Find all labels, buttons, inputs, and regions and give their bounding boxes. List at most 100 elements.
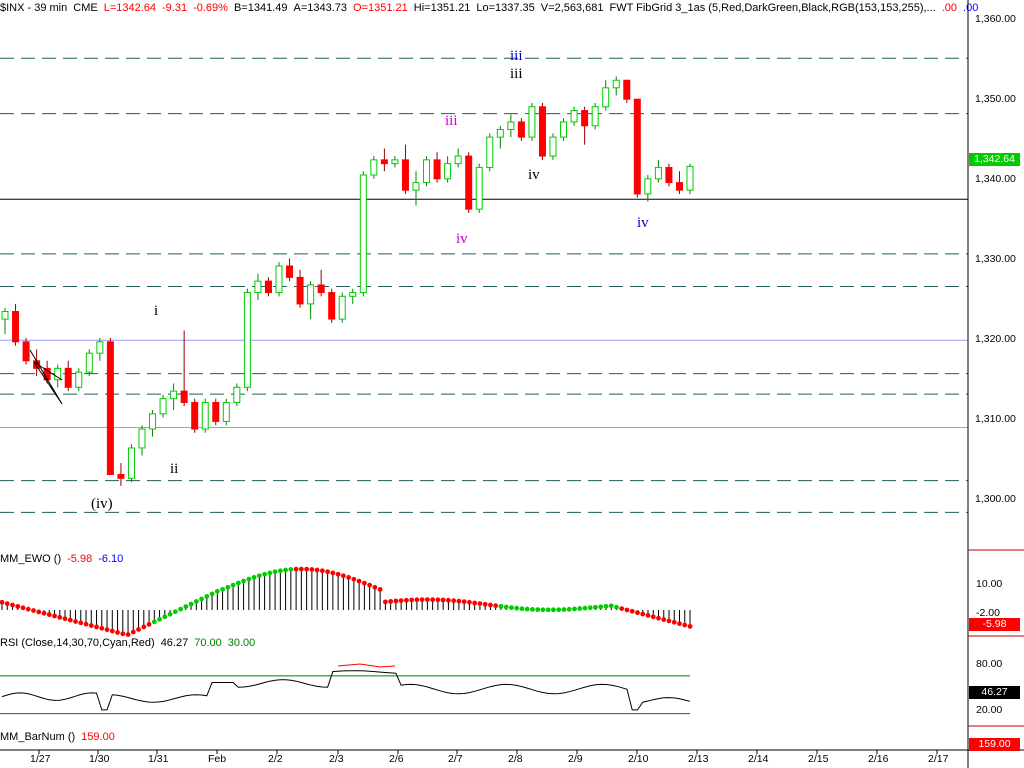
ewo-dot xyxy=(498,603,504,609)
ewo-dot xyxy=(162,614,168,620)
price-tick: 1,320.00 xyxy=(975,333,1016,345)
ewo-dot xyxy=(640,611,646,617)
high-price: Hi=1351.21 xyxy=(413,2,471,14)
ewo-dot xyxy=(293,566,299,572)
candle-body xyxy=(201,401,209,430)
candle-body xyxy=(380,159,388,165)
ewo-dot xyxy=(656,615,661,621)
ewo-dot xyxy=(619,606,625,612)
candle-body xyxy=(686,165,694,191)
ewo-dot xyxy=(346,575,352,580)
ewo-dot xyxy=(188,601,194,607)
ewo-dot xyxy=(57,614,63,620)
date-tick: 2/16 xyxy=(868,753,889,765)
low-price: Lo=1337.35 xyxy=(476,2,535,14)
ewo-dot xyxy=(277,568,283,574)
ewo-dot xyxy=(645,613,651,618)
ewo-dot xyxy=(94,624,99,630)
chart-header: $INX - 39 min CME L=1342.64 -9.31 -0.69% B=13… xyxy=(0,2,984,14)
date-tick: 2/6 xyxy=(389,753,404,765)
ewo-dot xyxy=(178,606,183,612)
ewo-tick: 10.00 xyxy=(976,578,1003,590)
candle-body xyxy=(85,352,93,373)
candle-body xyxy=(296,276,304,305)
date-tick: 2/14 xyxy=(748,753,769,765)
ewo-dot xyxy=(446,597,451,603)
ewo-dot xyxy=(204,594,210,599)
rsi-label: RSI (Close,14,30,70,Cyan,Red) xyxy=(0,637,155,649)
barnum-label: MM_BarNum () xyxy=(0,731,76,743)
ewo-dot xyxy=(314,567,320,573)
ewo-dot xyxy=(262,571,267,577)
ewo-dot xyxy=(183,604,189,609)
ewo-histogram xyxy=(0,566,693,637)
bid-price: B=1341.49 xyxy=(233,2,288,14)
ewo-dot xyxy=(246,576,252,582)
ewo-dot xyxy=(577,606,583,611)
wedge-pattern xyxy=(29,349,63,405)
ewo-dot xyxy=(635,610,640,616)
ewo-dot xyxy=(272,569,278,575)
candle-body xyxy=(275,265,283,294)
ewo-dot xyxy=(398,598,404,604)
ewo-dot xyxy=(556,607,562,613)
last-price: L=1342.64 xyxy=(103,2,157,14)
ewo-dot xyxy=(650,614,656,620)
candle-body xyxy=(528,106,536,138)
ewo-dot xyxy=(335,571,341,577)
candle-body xyxy=(486,136,494,168)
ewo-dot xyxy=(15,604,21,609)
ewo-dot xyxy=(141,624,147,630)
ewo-dot xyxy=(120,631,126,637)
ewo-dot xyxy=(309,567,315,572)
date-tick: 1/27 xyxy=(30,753,51,765)
study-label: FWT FibGrid 3_1as (5,Red,DarkGreen,Black… xyxy=(609,2,936,14)
ewo-dot xyxy=(682,622,688,628)
price-candles xyxy=(1,76,694,486)
ewo-dot xyxy=(130,629,136,635)
ewo-dot xyxy=(572,606,577,612)
ewo-dot xyxy=(472,600,478,606)
ewo-dot xyxy=(624,607,630,613)
barnum-legend: MM_BarNum () 159.00 xyxy=(0,731,121,743)
ewo-dot xyxy=(78,620,84,626)
ewo-dot xyxy=(125,632,131,637)
ewo-dot xyxy=(566,606,572,612)
ewo-dot xyxy=(356,578,362,584)
candle-body xyxy=(254,280,262,294)
ewo-tick: -2.00 xyxy=(976,607,1000,619)
candle-body xyxy=(517,121,525,138)
ewo-dot xyxy=(319,568,325,574)
current-price-box: 1,342.64 xyxy=(969,153,1020,166)
candle-body xyxy=(591,106,599,127)
candle-body xyxy=(338,295,346,320)
candle-body xyxy=(359,174,367,294)
price-tick: 1,350.00 xyxy=(975,93,1016,105)
ewo-dot xyxy=(220,586,225,592)
candle-body xyxy=(233,386,241,403)
candle-body xyxy=(212,401,220,422)
ewo-dot xyxy=(31,608,36,613)
candle-body xyxy=(170,390,178,400)
candle-body xyxy=(581,110,589,127)
ewo-dot xyxy=(367,582,373,588)
ewo-dot xyxy=(524,606,530,612)
wave-label-iii-magenta: iii xyxy=(445,113,458,129)
ewo-dot xyxy=(151,619,157,625)
candle-body xyxy=(349,292,357,297)
candle-body xyxy=(665,166,673,184)
ewo-dot xyxy=(671,619,677,625)
candle-body xyxy=(433,159,441,180)
date-tick: 2/15 xyxy=(808,753,829,765)
candle-body xyxy=(401,159,409,191)
wave-label-iii-blue: iii xyxy=(510,48,523,64)
ewo-dot xyxy=(388,599,394,604)
ewo-dot xyxy=(193,599,199,604)
ewo-dot xyxy=(115,630,120,635)
ewo-dot xyxy=(351,576,357,582)
ewo-dot xyxy=(36,609,42,615)
candle-body xyxy=(264,280,272,294)
ewo-dot xyxy=(614,604,619,610)
